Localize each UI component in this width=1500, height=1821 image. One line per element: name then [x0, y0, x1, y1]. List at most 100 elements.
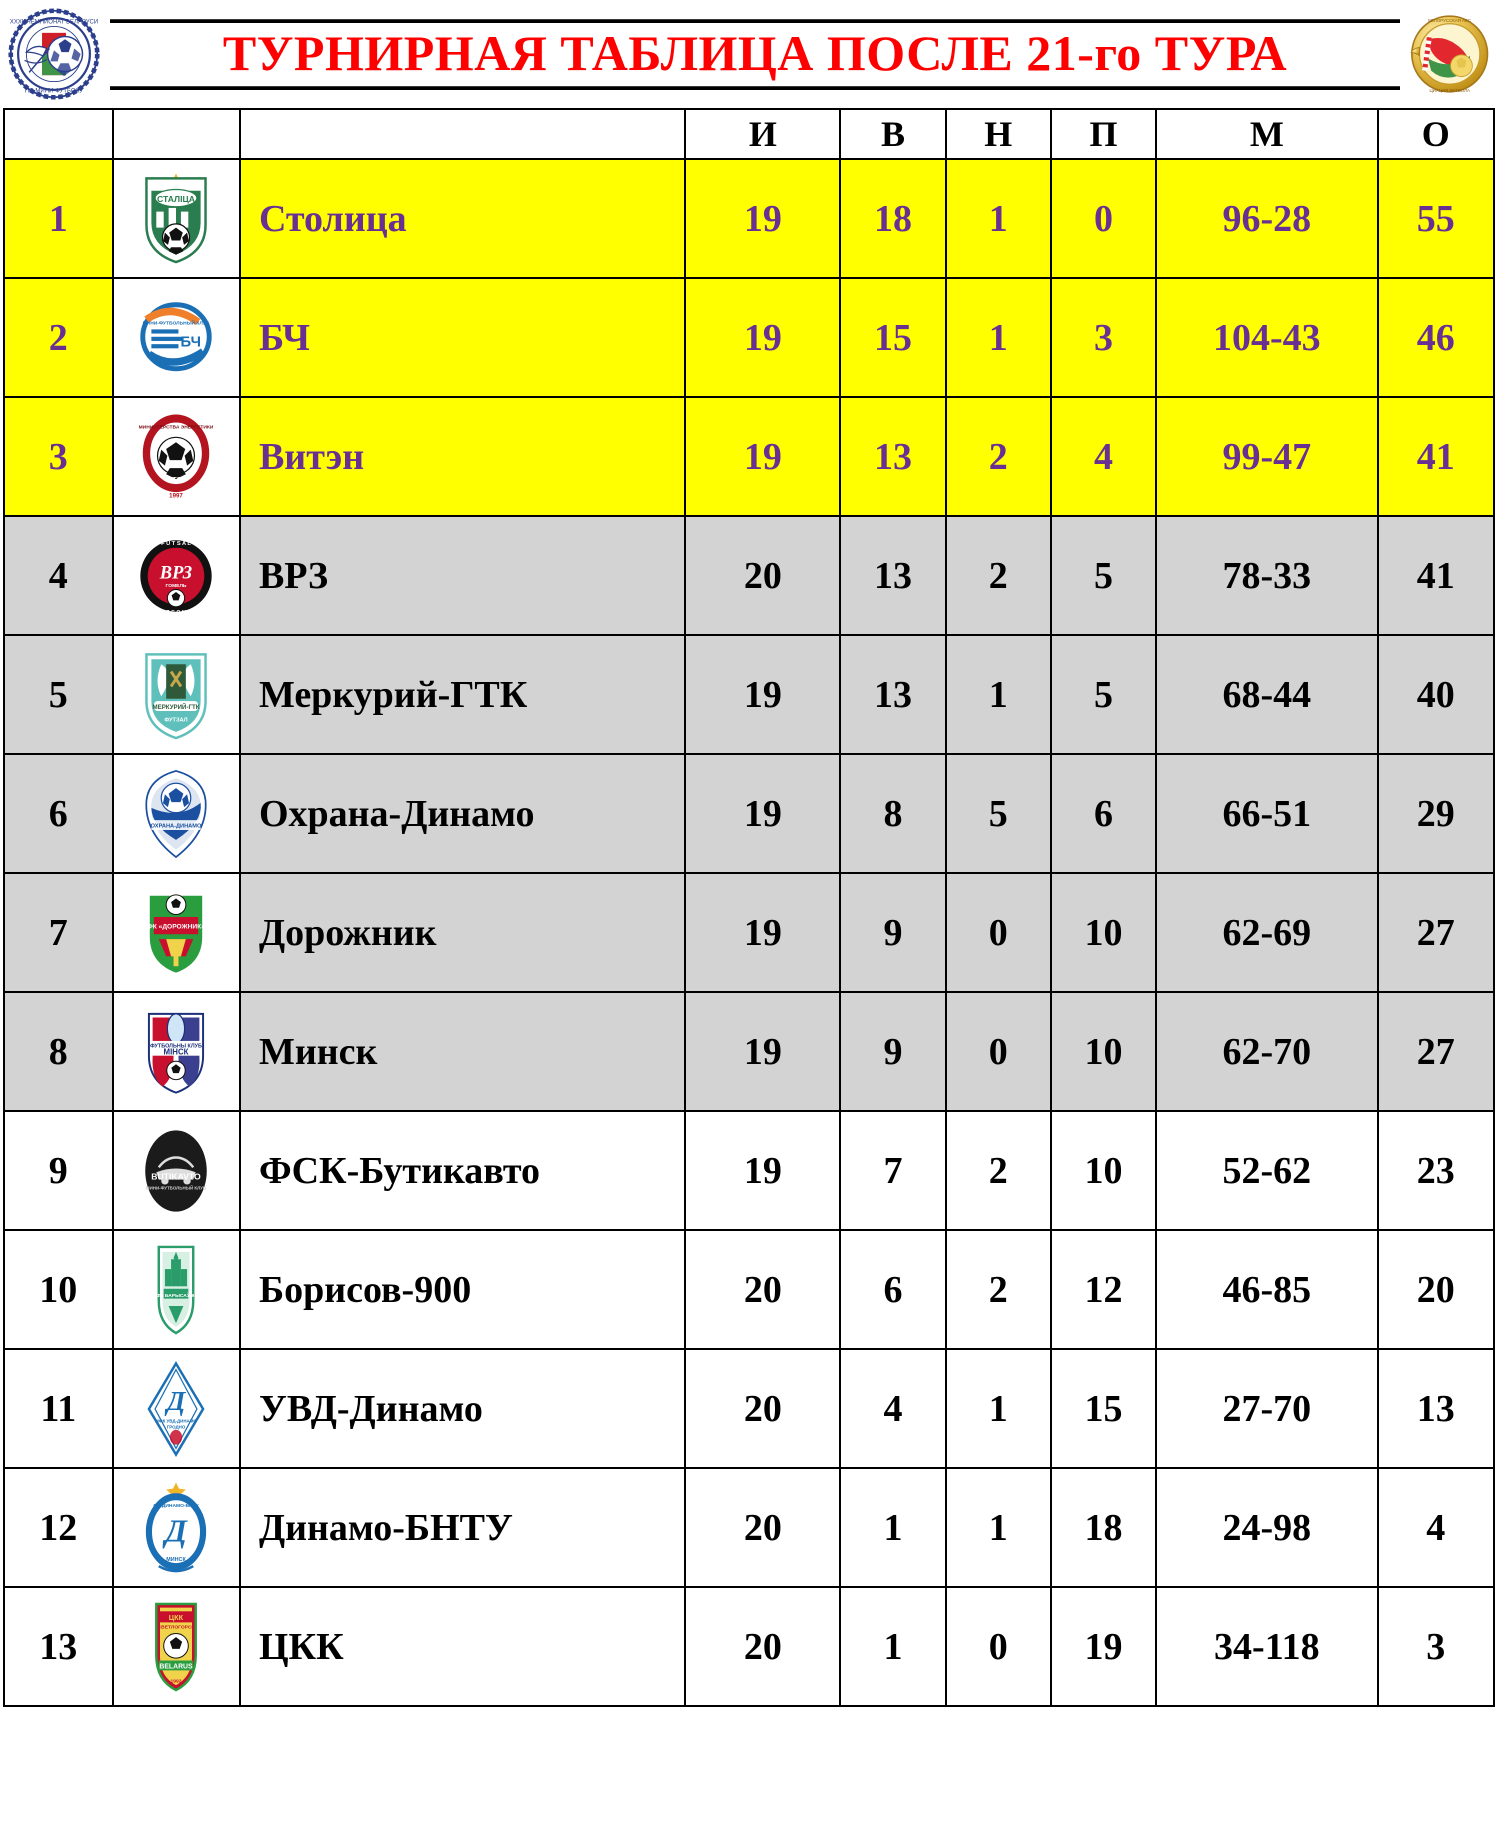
row-position: 3: [3, 396, 114, 517]
svg-text:СВЕТЛОГОРСК: СВЕТЛОГОРСК: [158, 1624, 195, 1630]
row-team-name: Витэн: [238, 396, 687, 517]
row-points: 13: [1376, 1348, 1496, 1469]
row-points: 20: [1376, 1229, 1496, 1350]
team-logo-fsk-butikavto-crest: BUTIKAVTO МИНИ-ФУТБОЛЬНЫЙ КЛУБ: [111, 1110, 241, 1231]
row-wins: 18: [839, 158, 947, 279]
team-logo-ohrana-dinamo-crest: ОХРАНА-ДИНАМО: [111, 753, 241, 874]
row-points: 27: [1376, 991, 1496, 1112]
row-wins: 15: [839, 277, 947, 398]
table-row[interactable]: 3 МИНИСТЕРСТВА ЭНЕРГЕТИКИ ВІТЭН 1997 Витэн 19…: [3, 396, 1496, 517]
standings-table: И В Н П М О 1 СТАЛІЦА Столица 19 18 1 0 96-28 55…: [3, 108, 1496, 1707]
table-header-row: И В Н П М О: [3, 108, 1496, 160]
table-row[interactable]: 1 СТАЛІЦА Столица 19 18 1 0 96-28 55: [3, 158, 1496, 279]
svg-text:ФУТЗАЛ: ФУТЗАЛ: [165, 717, 188, 723]
table-row[interactable]: 7 ФК «ДОРОЖНИК» Дорожник 19 9 0 10 62-69 27: [3, 872, 1496, 993]
row-goals: 104-43: [1155, 277, 1379, 398]
uvd-dinamo-crest-icon: Д МФК УВД-ДИНАМО ГРОДНО: [139, 1360, 213, 1457]
team-logo-dinamo-bntu-crest: Д ФК ДИНАМО-БНТУ МИНСК: [111, 1467, 241, 1588]
row-draws: 2: [944, 515, 1052, 636]
table-row[interactable]: 10 МФК БАРЫСАЎ-900 Борисов-900 20 6 2 12 46-85 2…: [3, 1229, 1496, 1350]
row-goals: 96-28: [1155, 158, 1379, 279]
row-games-played: 19: [684, 872, 842, 993]
table-row[interactable]: 2 БЧ МИНИ-ФУТБОЛЬНЫЙ КЛУБ БЧ 19 15 1 3 104-43 46: [3, 277, 1496, 398]
row-games-played: 19: [684, 277, 842, 398]
team-logo-viten-crest: МИНИСТЕРСТВА ЭНЕРГЕТИКИ ВІТЭН 1997: [111, 396, 241, 517]
row-losses: 5: [1049, 634, 1158, 755]
row-games-played: 19: [684, 158, 842, 279]
row-wins: 9: [839, 872, 947, 993]
row-position: 10: [3, 1229, 114, 1350]
table-row[interactable]: 13 ЦКК СВЕТЛОГОРСК BELARUS 1992 ЦКК 20 1 0 19 34-1…: [3, 1586, 1496, 1707]
row-wins: 7: [839, 1110, 947, 1231]
row-team-name: Меркурий-ГТК: [238, 634, 687, 755]
svg-text:ОХРАНА-ДИНАМО: ОХРАНА-ДИНАМО: [151, 823, 202, 829]
svg-text:Д: Д: [164, 1386, 187, 1416]
stolica-crest-icon: СТАЛІЦА: [139, 171, 213, 267]
row-points: 40: [1376, 634, 1496, 755]
row-games-played: 20: [684, 1467, 842, 1588]
viten-crest-icon: МИНИСТЕРСТВА ЭНЕРГЕТИКИ ВІТЭН 1997: [139, 409, 213, 505]
svg-text:МФК УВД-ДИНАМО: МФК УВД-ДИНАМО: [155, 1418, 197, 1423]
row-goals: 62-70: [1155, 991, 1379, 1112]
svg-text:БЕЛОРУССКАЯ АСС: БЕЛОРУССКАЯ АСС: [1428, 18, 1471, 23]
svg-text:ГРОДНО: ГРОДНО: [167, 1424, 186, 1429]
table-row[interactable]: 11 Д МФК УВД-ДИНАМО ГРОДНО УВД-Динамо 20 4 1 15 2…: [3, 1348, 1496, 1469]
team-logo-dorozhnik-crest: ФК «ДОРОЖНИК»: [111, 872, 241, 993]
table-row[interactable]: 5 МЕРКУРИЙ-ГТК ФУТЗАЛ Меркурий-ГТК 19 13 1 5 68-…: [3, 634, 1496, 755]
row-draws: 1: [944, 1467, 1052, 1588]
row-team-name: Борисов-900: [238, 1229, 687, 1350]
ohrana-dinamo-crest-icon: ОХРАНА-ДИНАМО: [139, 766, 213, 862]
row-points: 29: [1376, 753, 1496, 874]
svg-text:МИНИ-ФУТБОЛЬНЫЙ КЛУБ: МИНИ-ФУТБОЛЬНЫЙ КЛУБ: [143, 318, 210, 326]
svg-text:ВІТЭН: ВІТЭН: [166, 476, 187, 483]
svg-text:ФК «ДОРОЖНИК»: ФК «ДОРОЖНИК»: [147, 923, 205, 930]
col-header-losses: П: [1049, 108, 1158, 160]
row-points: 41: [1376, 396, 1496, 517]
belarus-futsal-championship-emblem-icon: XXXII ЧЕМПИОНАТ БЕЛАРУСИ ПО МИНИ-ФУТБОЛУ: [8, 8, 100, 100]
row-wins: 13: [839, 396, 947, 517]
table-row[interactable]: 12 Д ФК ДИНАМО-БНТУ МИНСК Динамо-БНТУ 20 1 1 18 2…: [3, 1467, 1496, 1588]
row-points: 27: [1376, 872, 1496, 993]
row-position: 5: [3, 634, 114, 755]
row-losses: 12: [1049, 1229, 1158, 1350]
row-points: 55: [1376, 158, 1496, 279]
table-row[interactable]: 9 BUTIKAVTO МИНИ-ФУТБОЛЬНЫЙ КЛУБ ФСК-Бутика…: [3, 1110, 1496, 1231]
row-team-name: Минск: [238, 991, 687, 1112]
row-draws: 1: [944, 1348, 1052, 1469]
row-team-name: ВРЗ: [238, 515, 687, 636]
svg-text:ФК ДИНАМО-БНТУ: ФК ДИНАМО-БНТУ: [154, 1503, 200, 1509]
col-header-draws: Н: [944, 108, 1052, 160]
svg-text:ЦИАЦИЯ ФУТБОЛА: ЦИАЦИЯ ФУТБОЛА: [1429, 88, 1470, 93]
borisov-900-crest-icon: МФК БАРЫСАЎ-900: [139, 1242, 213, 1338]
dorozhnik-crest-icon: ФК «ДОРОЖНИК»: [139, 885, 213, 981]
title-block: ТУРНИРНАЯ ТАБЛИЦА ПОСЛЕ 21-го ТУРА: [110, 8, 1400, 100]
svg-text:ФУТБОЛЬНЫ КЛУБ: ФУТБОЛЬНЫ КЛУБ: [150, 1043, 202, 1049]
ckk-crest-icon: ЦКК СВЕТЛОГОРСК BELARUS 1992: [139, 1599, 213, 1695]
row-wins: 6: [839, 1229, 947, 1350]
row-draws: 1: [944, 634, 1052, 755]
row-position: 12: [3, 1467, 114, 1588]
svg-text:ГОМЕЛЬ: ГОМЕЛЬ: [166, 583, 187, 589]
minsk-crest-icon: ФУТБОЛЬНЫ КЛУБ МІНСК: [139, 1004, 213, 1100]
svg-text:1997: 1997: [169, 492, 183, 499]
row-position: 9: [3, 1110, 114, 1231]
svg-text:XXXII ЧЕМПИОНАТ БЕЛАРУСИ: XXXII ЧЕМПИОНАТ БЕЛАРУСИ: [10, 20, 98, 26]
row-losses: 6: [1049, 753, 1158, 874]
team-logo-ckk-crest: ЦКК СВЕТЛОГОРСК BELARUS 1992: [111, 1586, 241, 1707]
row-losses: 18: [1049, 1467, 1158, 1588]
team-logo-stolica-crest: СТАЛІЦА: [111, 158, 241, 279]
table-row[interactable]: 6 ОХРАНА-ДИНАМО Охрана-Динамо 19 8 5 6 66-51 29: [3, 753, 1496, 874]
row-goals: 66-51: [1155, 753, 1379, 874]
bch-crest-icon: БЧ МИНИ-ФУТБОЛЬНЫЙ КЛУБ: [139, 290, 214, 386]
row-goals: 52-62: [1155, 1110, 1379, 1231]
row-position: 13: [3, 1586, 114, 1707]
row-goals: 27-70: [1155, 1348, 1379, 1469]
table-row[interactable]: 8 ФУТБОЛЬНЫ КЛУБ МІНСК Минск 19 9 0 10 62-70 27: [3, 991, 1496, 1112]
row-losses: 10: [1049, 1110, 1158, 1231]
row-wins: 13: [839, 634, 947, 755]
row-draws: 1: [944, 277, 1052, 398]
row-position: 8: [3, 991, 114, 1112]
team-logo-uvd-dinamo-crest: Д МФК УВД-ДИНАМО ГРОДНО: [111, 1348, 241, 1469]
row-losses: 3: [1049, 277, 1158, 398]
